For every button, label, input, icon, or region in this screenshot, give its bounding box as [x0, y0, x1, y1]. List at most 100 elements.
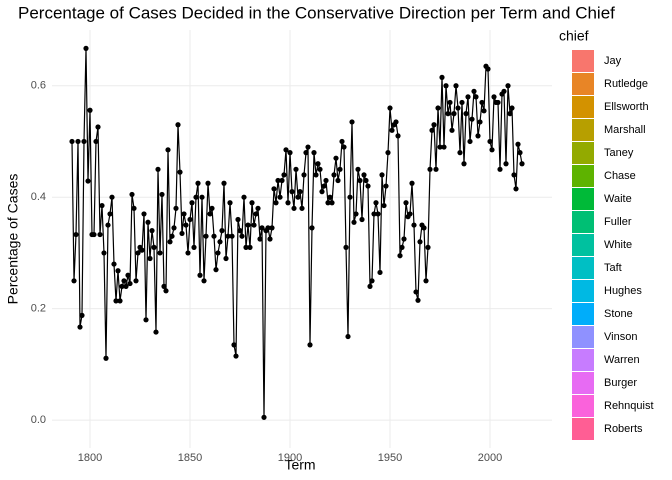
point [427, 166, 433, 172]
point [125, 272, 131, 278]
point [69, 138, 75, 145]
point [399, 244, 405, 250]
point [289, 189, 295, 195]
x-tick-label: 1800 [78, 452, 102, 464]
legend-label: Ellsworth [604, 101, 649, 113]
point [305, 144, 311, 150]
point [481, 108, 487, 114]
point [189, 200, 195, 206]
point [313, 172, 319, 178]
point [239, 233, 245, 239]
point [431, 122, 437, 128]
point [241, 194, 247, 200]
point [101, 250, 107, 256]
point [253, 211, 259, 217]
point [77, 324, 83, 330]
point [273, 200, 279, 206]
point [161, 283, 167, 289]
point [321, 183, 327, 189]
point [465, 94, 471, 100]
point [479, 99, 485, 106]
point [195, 180, 201, 186]
legend-key [572, 326, 594, 348]
point [105, 222, 111, 228]
point [469, 116, 475, 122]
point [317, 166, 323, 172]
point [425, 244, 431, 250]
point [397, 253, 403, 259]
point [473, 94, 479, 100]
point [79, 312, 85, 318]
point [451, 111, 457, 117]
point [387, 105, 393, 111]
point [445, 111, 451, 117]
point [327, 194, 333, 200]
point [357, 177, 363, 184]
point [147, 255, 153, 262]
point [467, 138, 473, 145]
point [393, 119, 399, 125]
point [265, 225, 271, 231]
point [367, 283, 373, 289]
point [75, 138, 81, 145]
point [429, 127, 435, 133]
point [219, 228, 225, 234]
legend-label: Hughes [604, 285, 642, 297]
point [287, 150, 293, 156]
point [151, 244, 157, 250]
point [325, 200, 331, 206]
point [361, 172, 367, 178]
point [157, 250, 163, 256]
point [297, 189, 303, 195]
point [143, 317, 149, 323]
y-axis-label: Percentage of Cases [5, 174, 21, 305]
legend-key [572, 96, 594, 118]
point [437, 144, 443, 150]
point [93, 138, 99, 145]
legend-label: Jay [604, 55, 622, 67]
point [175, 122, 181, 128]
point [95, 124, 101, 130]
legend-key [572, 211, 594, 233]
point [185, 250, 191, 256]
point [179, 230, 185, 237]
point [339, 138, 345, 145]
point [293, 166, 299, 172]
point [243, 244, 249, 250]
point [257, 236, 263, 242]
point [407, 211, 413, 217]
point [267, 236, 273, 242]
point [85, 178, 91, 184]
legend-key [572, 372, 594, 394]
point [333, 155, 339, 161]
point [413, 289, 419, 295]
point [459, 99, 465, 106]
point [351, 219, 357, 225]
legend-key [572, 165, 594, 187]
legend-label: Stone [604, 308, 633, 320]
point [217, 239, 223, 245]
point [311, 150, 317, 156]
point [255, 205, 261, 211]
point [477, 119, 483, 125]
legend-label: Taft [604, 262, 622, 274]
point [497, 166, 503, 172]
y-tick-label: 0.2 [31, 303, 46, 315]
legend-key [572, 349, 594, 371]
point [275, 177, 281, 184]
point [421, 225, 427, 231]
point [369, 278, 375, 284]
point [111, 261, 117, 267]
point [285, 200, 291, 206]
x-tick-label: 1950 [378, 452, 402, 464]
point [221, 180, 227, 186]
point [389, 127, 395, 133]
point [447, 99, 453, 106]
point [463, 111, 469, 117]
point [229, 233, 235, 239]
legend-label: White [604, 239, 632, 251]
point [365, 183, 371, 189]
legend-label: Warren [604, 354, 640, 366]
point [247, 244, 253, 250]
point [323, 177, 329, 184]
